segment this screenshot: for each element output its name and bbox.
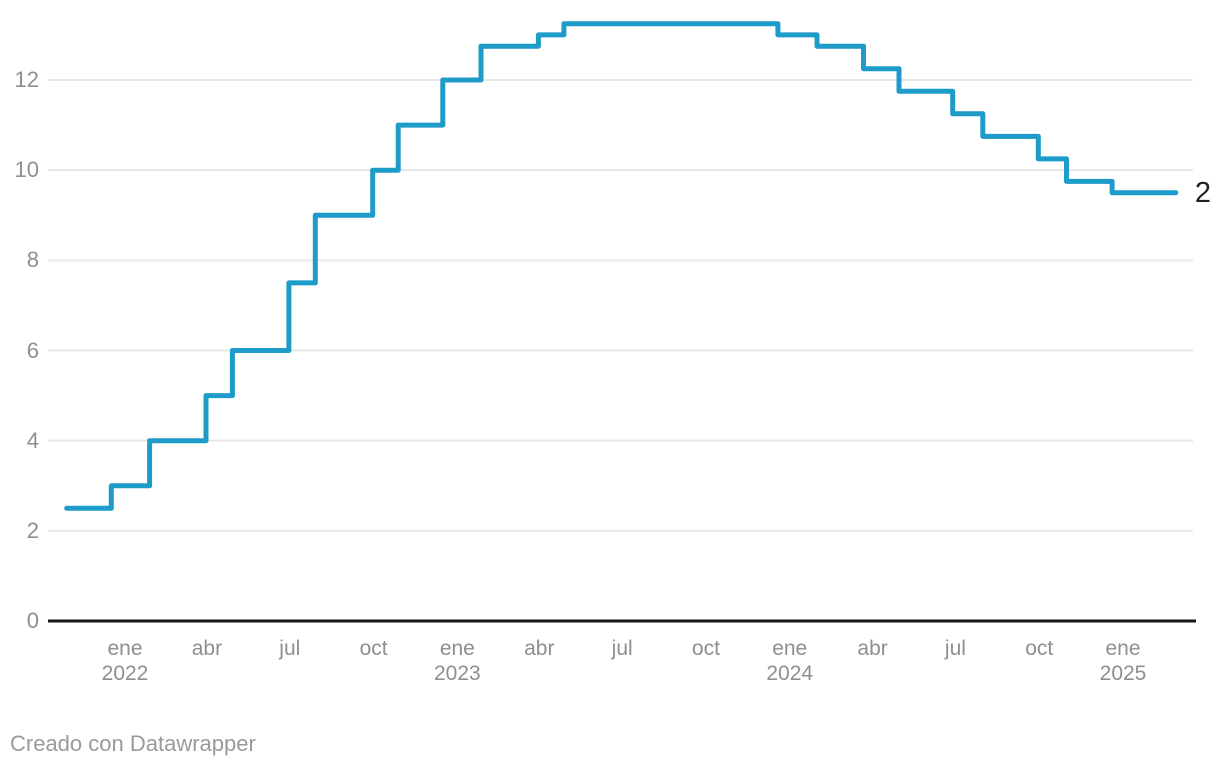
rate-step-line	[64, 21, 1179, 511]
x-tick-label-oct: oct	[359, 637, 388, 660]
x-tick-label-abr: abr	[857, 637, 888, 660]
y-tick-label-4: 4	[26, 427, 39, 453]
y-tick-label-8: 8	[26, 247, 39, 273]
x-tick-label-ene-2025: ene 2025	[1099, 637, 1147, 685]
x-tick-label-oct: oct	[691, 637, 720, 660]
x-tick-label-abr: abr	[524, 637, 555, 660]
y-tick-label-2: 2	[26, 517, 39, 543]
x-tick-label-ene-2022: ene 2022	[101, 637, 149, 685]
x-tick-label-oct: oct	[1025, 637, 1054, 660]
x-tick-label-ene-2024: ene 2024	[766, 637, 814, 685]
x-tick-label-jul: jul	[944, 637, 966, 660]
datawrapper-attribution: Creado con Datawrapper	[10, 731, 256, 756]
y-tick-label-10: 10	[14, 157, 39, 183]
y-tick-label-12: 12	[14, 67, 39, 92]
x-tick-label-abr: abr	[191, 637, 223, 660]
y-tick-label-6: 6	[26, 337, 39, 363]
line-end-value-label: 2	[1194, 176, 1211, 209]
x-tick-label-ene-2023: ene 2023	[434, 637, 481, 685]
y-tick-label-0: 0	[26, 608, 39, 633]
x-tick-label-jul: jul	[611, 637, 633, 660]
x-tick-label-jul: jul	[279, 637, 301, 660]
